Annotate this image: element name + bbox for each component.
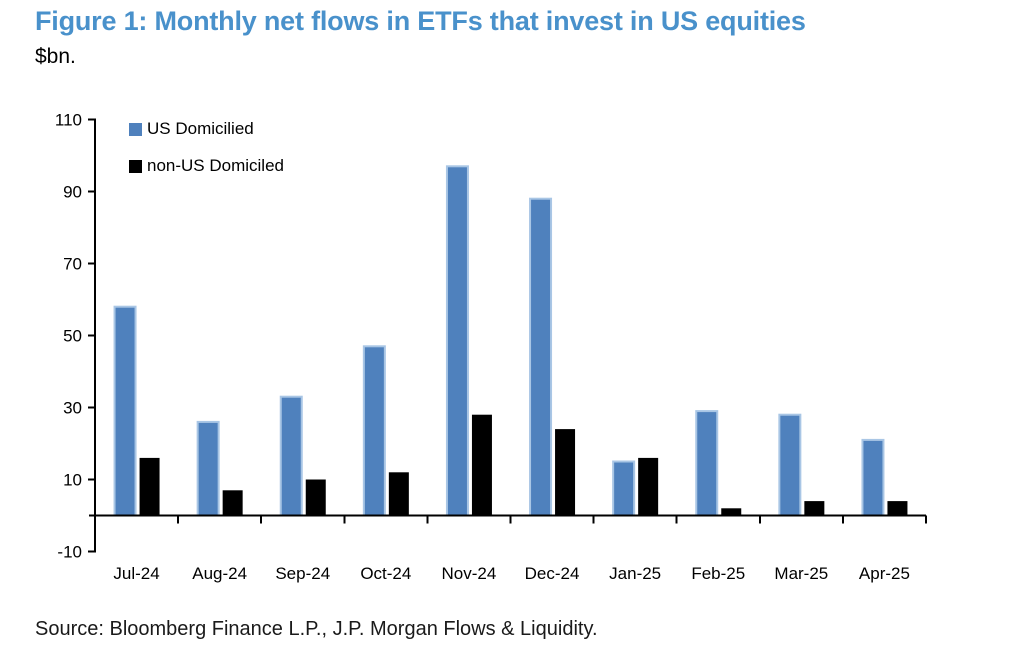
bar-us-domiciled-Jul-24 (113, 305, 137, 517)
x-category-label-Oct-24: Oct-24 (360, 564, 411, 583)
bar-non-us-domiciled-Jan-25 (638, 457, 659, 516)
bar-non-us-domiciled-Mar-25 (804, 501, 825, 516)
x-category-label-Nov-24: Nov-24 (442, 564, 497, 583)
bar-us-domiciled-Mar-25 (778, 413, 802, 517)
x-category-label-Sep-24: Sep-24 (275, 564, 330, 583)
bar-us-domiciled-Feb-25 (695, 410, 719, 517)
bar-us-domiciled-Aug-24 (196, 420, 220, 517)
x-category-label-Feb-25: Feb-25 (691, 564, 745, 583)
x-category-label-Apr-25: Apr-25 (859, 564, 910, 583)
bar-non-us-domiciled-Jul-24 (139, 457, 160, 516)
y-axis-units-label: $bn. (35, 45, 76, 68)
bar-non-us-domiciled-Aug-24 (222, 490, 243, 516)
bar-us-domiciled-Sep-24 (279, 395, 303, 517)
y-tick-label--10: -10 (57, 543, 82, 562)
x-category-label-Jan-25: Jan-25 (609, 564, 661, 583)
source-note: Source: Bloomberg Finance L.P., J.P. Mor… (35, 618, 598, 640)
bar-non-us-domiciled-Dec-24 (555, 429, 576, 516)
x-category-label-Mar-25: Mar-25 (774, 564, 828, 583)
bar-chart: 110 90 70 50 30 10 -10 Jul-24 Aug-24 Sep-24 Oct-24… (55, 111, 927, 583)
y-tick-label-70: 70 (63, 255, 82, 274)
bar-us-domiciled-Jan-25 (612, 460, 636, 517)
bar-us-domiciled-Nov-24 (445, 165, 469, 517)
x-category-label-Jul-24: Jul-24 (113, 564, 159, 583)
bar-non-us-domiciled-Sep-24 (305, 479, 326, 516)
y-tick-label-110: 110 (55, 111, 82, 130)
bar-non-us-domiciled-Apr-25 (887, 501, 908, 516)
legend-label-non-us-domiciled: non-US Domiciled (147, 156, 284, 175)
legend-item-non-us-domiciled: non-US Domiciled (129, 156, 284, 176)
legend-item-us-domiciled: US Domicilied (129, 119, 284, 139)
legend-swatch-us-domiciled (129, 122, 142, 136)
y-tick-label-10: 10 (63, 471, 82, 490)
legend-swatch-non-us-domiciled (129, 159, 142, 173)
bar-non-us-domiciled-Oct-24 (388, 472, 409, 516)
bar-us-domiciled-Oct-24 (362, 345, 386, 517)
bar-us-domiciled-Dec-24 (529, 197, 553, 517)
chart-legend: US Domicilied non-US Domiciled (129, 119, 284, 176)
bar-non-us-domiciled-Feb-25 (721, 508, 742, 516)
x-category-label-Dec-24: Dec-24 (525, 564, 580, 583)
bar-us-domiciled-Apr-25 (861, 438, 885, 517)
y-tick-label-90: 90 (63, 183, 82, 202)
legend-label-us-domiciled: US Domicilied (147, 119, 254, 138)
bar-non-us-domiciled-Nov-24 (471, 414, 492, 516)
figure-title: Figure 1: Monthly net flows in ETFs that… (35, 6, 806, 36)
y-tick-label-50: 50 (63, 327, 82, 346)
y-tick-label-30: 30 (63, 399, 82, 418)
x-category-label-Aug-24: Aug-24 (192, 564, 247, 583)
